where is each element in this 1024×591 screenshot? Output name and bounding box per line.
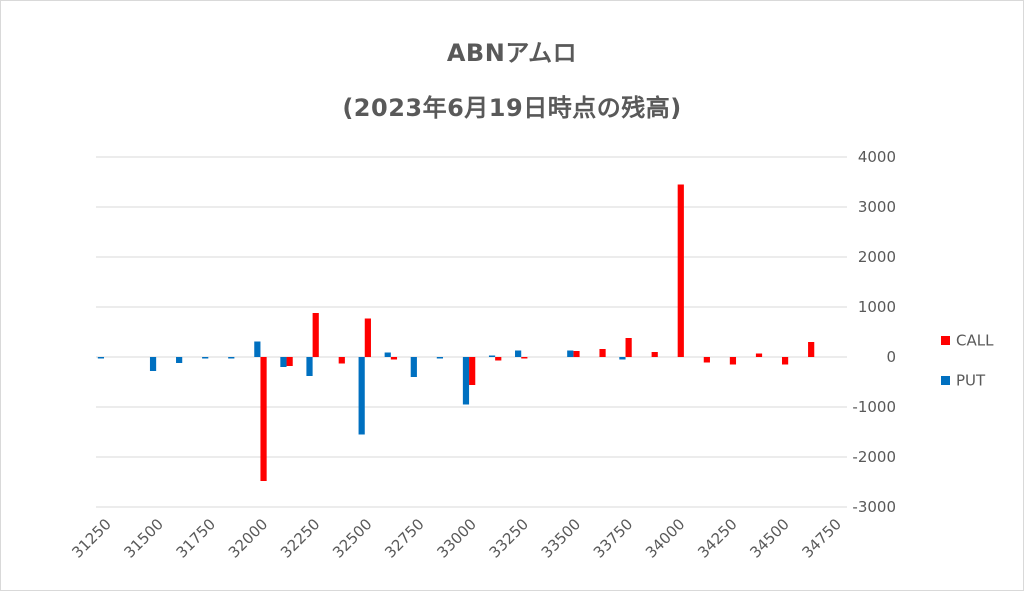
bar-put-31250 (97, 357, 104, 359)
y-tick-label: 3000 (858, 198, 896, 216)
x-tick-label: 32500 (329, 515, 375, 561)
x-tick-label: 31500 (121, 515, 167, 561)
bar-call-34000 (677, 184, 684, 357)
bar-put-33125 (488, 355, 496, 357)
bar-put-31875 (228, 357, 235, 359)
legend-swatch-put (941, 376, 950, 385)
x-tick-label: 33000 (433, 515, 479, 561)
bar-call-32125 (286, 357, 293, 366)
bar-call-32000 (260, 357, 267, 481)
y-tick-label: 0 (886, 348, 896, 366)
x-tick-label: 34750 (798, 515, 844, 561)
y-tick-label: 4000 (858, 148, 896, 166)
chart-subtitle: (2023年6月19日時点の残高) (342, 94, 682, 122)
bar-call-33250 (521, 357, 528, 359)
bar-put-32500 (358, 357, 365, 435)
bar-put-32750 (410, 357, 417, 377)
bar-call-33000 (469, 357, 476, 385)
x-tick-label: 32000 (225, 515, 271, 561)
legend-label-call: CALL (956, 332, 994, 350)
bar-put-32125 (280, 357, 287, 367)
bar-put-33250 (515, 350, 522, 357)
bar-put-32250 (306, 357, 313, 376)
bar-put-32625 (384, 352, 391, 357)
bar-put-32000 (254, 341, 261, 357)
y-tick-label: -3000 (852, 498, 896, 516)
bar-call-34125 (703, 357, 710, 363)
legend-swatch-call (941, 336, 950, 345)
x-tick-label: 32750 (381, 515, 427, 561)
legend-label-put: PUT (956, 372, 986, 390)
y-tick-label: 2000 (858, 248, 896, 266)
bar-call-33625 (599, 349, 606, 357)
bar-call-34500 (781, 357, 789, 365)
y-tick-label: 1000 (858, 298, 896, 316)
y-tick-label: -2000 (852, 448, 896, 466)
bar-put-33500 (567, 350, 574, 357)
bar-put-32875 (436, 357, 443, 359)
bar-call-34375 (755, 353, 763, 357)
bar-call-33750 (625, 338, 632, 357)
bar-call-32250 (312, 313, 319, 357)
bar-call-33875 (651, 352, 658, 357)
x-tick-label: 34000 (642, 515, 688, 561)
bar-call-34250 (729, 357, 737, 365)
bar-call-32625 (390, 357, 398, 360)
bar-put-31625 (176, 357, 183, 363)
x-tick-label: 31750 (173, 515, 219, 561)
x-tick-label: 32250 (277, 515, 323, 561)
chart-title: ABNアムロ (446, 39, 578, 67)
bar-put-31750 (202, 357, 209, 359)
bar-put-33750 (619, 357, 626, 360)
bar-put-31500 (149, 357, 157, 371)
x-tick-label: 33250 (486, 515, 532, 561)
x-tick-label: 34250 (694, 515, 740, 561)
bar-call-33500 (573, 351, 580, 357)
bar-call-33125 (495, 357, 502, 361)
x-tick-label: 34500 (746, 515, 792, 561)
bar-call-32500 (364, 318, 371, 357)
y-tick-label: -1000 (852, 398, 896, 416)
x-tick-label: 33750 (590, 515, 636, 561)
x-tick-label: 33500 (538, 515, 584, 561)
bar-put-33000 (462, 357, 470, 405)
bar-call-34625 (808, 342, 815, 357)
bar-call-32375 (338, 357, 345, 364)
x-tick-label: 31250 (68, 515, 114, 561)
